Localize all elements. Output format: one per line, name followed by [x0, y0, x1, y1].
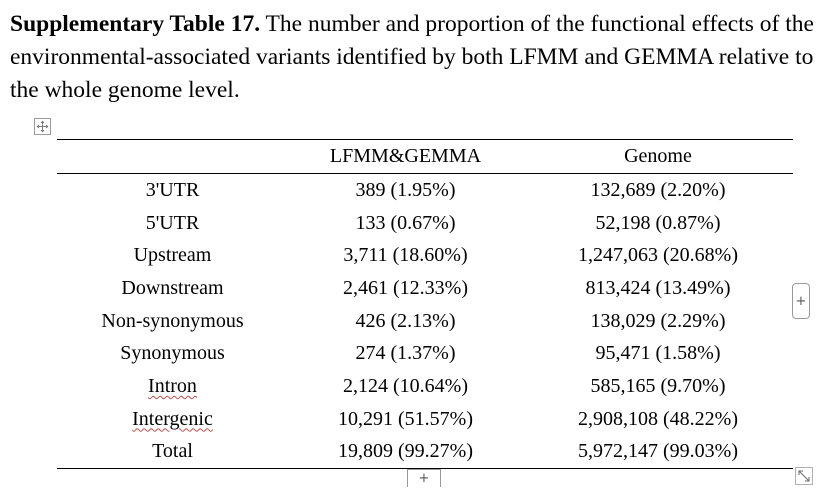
table-caption: Supplementary Table 17. The number and p…: [10, 8, 815, 107]
plus-icon: +: [795, 293, 807, 309]
move-arrows-icon: [36, 120, 49, 133]
table-resize-handle[interactable]: [795, 467, 813, 485]
cell-lfmm-gemma: 2,461 (12.33%): [343, 276, 468, 299]
table-header-row: LFMM&GEMMA Genome: [57, 139, 793, 174]
caption-label: Supplementary Table 17.: [10, 11, 261, 37]
spellcheck-word[interactable]: Intergenic: [132, 407, 213, 430]
cell-lfmm-gemma: 133 (0.67%): [355, 211, 456, 234]
caption-text: The number and proportion of the functio…: [10, 11, 814, 103]
header-cell-lfmm-gemma: LFMM&GEMMA: [288, 139, 523, 174]
table-row: 3'UTR 389 (1.95%) 132,689 (2.20%): [57, 174, 793, 207]
table-row: Intron 2,124 (10.64%) 585,165 (9.70%): [57, 370, 793, 403]
table-row: Intergenic 10,291 (51.57%) 2,908,108 (48…: [57, 403, 793, 436]
cell-genome: 95,471 (1.58%): [595, 342, 721, 365]
cell-category: Non-synonymous: [101, 309, 244, 332]
table-row: Non-synonymous 426 (2.13%) 138,029 (2.29…: [57, 305, 793, 338]
cell-lfmm-gemma: 274 (1.37%): [355, 342, 456, 365]
cell-genome: 138,029 (2.29%): [590, 309, 726, 332]
cell-category: Synonymous: [120, 342, 225, 365]
add-row-button[interactable]: +: [407, 469, 441, 487]
table-row: Total 19,809 (99.27%) 5,972,147 (99.03%): [57, 435, 793, 470]
header-cell-genome: Genome: [523, 139, 793, 174]
cell-lfmm-gemma: 389 (1.95%): [355, 178, 456, 201]
cell-category: Total: [57, 435, 288, 470]
table-row: Synonymous 274 (1.37%) 95,471 (1.58%): [57, 337, 793, 370]
cell-lfmm-gemma: 3,711 (18.60%): [343, 244, 468, 267]
cell-category: Intergenic: [57, 403, 288, 436]
cell-genome: 52,198 (0.87%): [595, 211, 721, 234]
cell-genome: 5,972,147 (99.03%): [523, 435, 793, 470]
table-row: 5'UTR 133 (0.67%) 52,198 (0.87%): [57, 207, 793, 240]
cell-genome: 132,689 (2.20%): [590, 178, 726, 201]
cell-category: Intron: [57, 370, 288, 403]
cell-lfmm-gemma: 10,291 (51.57%): [338, 407, 473, 430]
cell-category: Upstream: [133, 244, 212, 267]
cell-genome: 813,424 (13.49%): [585, 276, 731, 299]
cell-category: Downstream: [121, 276, 224, 299]
cell-category: 3'UTR: [145, 178, 200, 201]
spellcheck-word[interactable]: Intron: [148, 374, 197, 397]
cell-genome: 2,908,108 (48.22%): [578, 407, 738, 430]
data-table: LFMM&GEMMA Genome 3'UTR 389 (1.95%) 132,…: [57, 139, 793, 470]
table-move-handle[interactable]: [34, 118, 51, 135]
cell-genome: 1,247,063 (20.68%): [578, 244, 738, 267]
cell-category: 5'UTR: [145, 211, 200, 234]
cell-genome: 585,165 (9.70%): [590, 374, 726, 397]
cell-lfmm-gemma: 19,809 (99.27%): [288, 435, 523, 470]
cell-lfmm-gemma: 426 (2.13%): [355, 309, 456, 332]
header-cell-category: [57, 139, 288, 174]
table-row: Downstream 2,461 (12.33%) 813,424 (13.49…: [57, 272, 793, 305]
plus-icon: +: [418, 471, 430, 486]
cell-lfmm-gemma: 2,124 (10.64%): [343, 374, 468, 397]
table-row: Upstream 3,711 (18.60%) 1,247,063 (20.68…: [57, 239, 793, 272]
add-column-button[interactable]: +: [792, 283, 810, 319]
resize-diagonal-icon: [798, 470, 810, 482]
